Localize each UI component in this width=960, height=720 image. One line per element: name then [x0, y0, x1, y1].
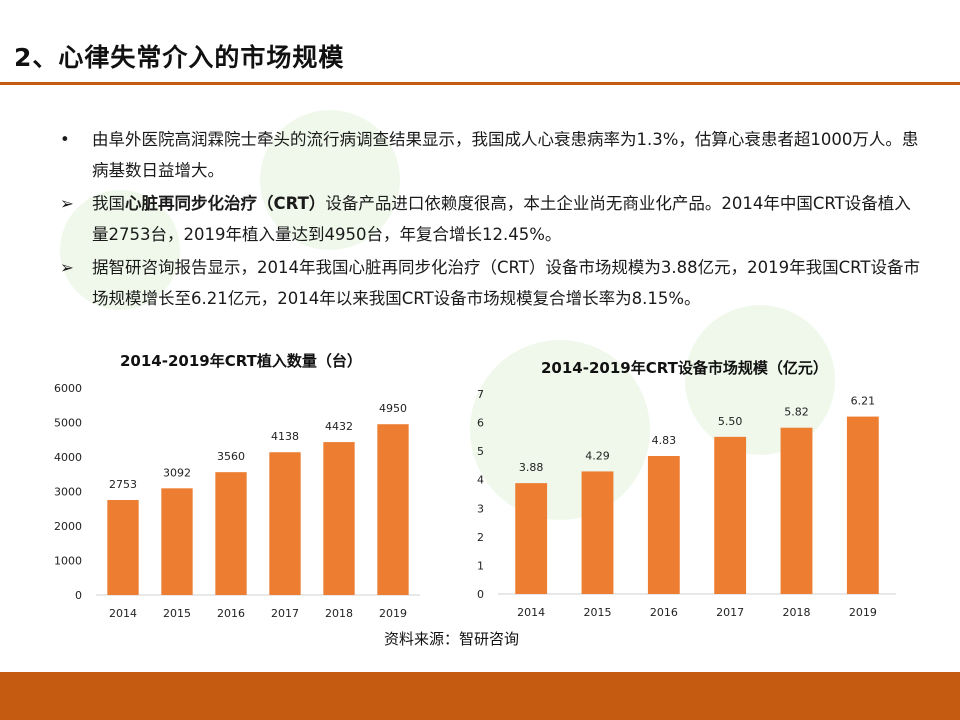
data-label: 5.50	[718, 415, 743, 428]
bullet-text: 心脏再同步化治疗（CRT）	[125, 194, 326, 213]
y-tick-label: 4	[477, 474, 484, 487]
x-tick-label: 2014	[109, 607, 137, 620]
x-tick-label: 2016	[217, 607, 245, 620]
x-tick-label: 2019	[379, 607, 407, 620]
bullet-item: • 由阜外医院高润霖院士牵头的流行病调查结果显示，我国成人心衰患病率为1.3%，估…	[60, 124, 920, 186]
bar-2018	[780, 427, 813, 594]
y-tick-label: 0	[75, 589, 82, 602]
bullet-marker-icon: •	[60, 130, 70, 149]
data-label: 4432	[325, 420, 353, 433]
bar-2014	[107, 500, 139, 595]
y-tick-label: 4000	[54, 451, 82, 464]
bullet-text: 我国	[92, 194, 125, 213]
bar-2015	[581, 471, 614, 594]
bar-2016	[647, 456, 680, 594]
y-tick-label: 3	[477, 502, 484, 515]
page-title: 2、心律失常介入的市场规模	[14, 43, 345, 72]
bar-2017	[269, 452, 301, 595]
bullet-item: ➢ 据智研咨询报告显示，2014年我国心脏再同步化治疗（CRT）设备市场规模为3.…	[60, 252, 920, 314]
bullet-marker-icon: ➢	[60, 258, 74, 277]
bar-2015	[161, 488, 193, 595]
data-label: 3092	[163, 466, 191, 479]
x-tick-label: 2015	[163, 607, 191, 620]
footer-bar	[0, 672, 960, 720]
x-tick-label: 2018	[325, 607, 353, 620]
bullet-marker-icon: ➢	[60, 194, 74, 213]
x-tick-label: 2019	[849, 606, 877, 619]
x-tick-label: 2018	[783, 606, 811, 619]
chart-market-size: 0 1 2 3 4 5 6 7 3.88 2014 4.29 2015 4.83 2016 5.50 2017…	[477, 388, 896, 619]
x-tick-label: 2017	[716, 606, 744, 619]
data-label: 5.82	[784, 406, 809, 419]
data-label: 6.21	[851, 395, 876, 408]
y-tick-label: 6000	[54, 382, 82, 395]
data-label: 3560	[217, 450, 245, 463]
bar-2019	[377, 424, 409, 595]
x-tick-label: 2016	[650, 606, 678, 619]
y-tick-label: 3000	[54, 486, 82, 499]
y-tick-label: 5	[477, 445, 484, 458]
y-tick-label: 0	[477, 588, 484, 601]
y-tick-label: 1000	[54, 555, 82, 568]
bullet-list: • 由阜外医院高润霖院士牵头的流行病调查结果显示，我国成人心衰患病率为1.3%，估…	[60, 124, 920, 316]
chart-implant-volume: 0 1000 2000 3000 4000 5000 6000 2753 2014 3092 201…	[54, 382, 420, 620]
x-tick-label: 2017	[271, 607, 299, 620]
bar-2018	[323, 442, 355, 595]
bar-2016	[215, 472, 247, 595]
y-tick-label: 6	[477, 417, 484, 430]
y-tick-label: 1	[477, 559, 484, 572]
chart1-title: 2014-2019年CRT植入数量（台）	[120, 352, 362, 370]
y-tick-label: 2000	[54, 520, 82, 533]
chart2-title: 2014-2019年CRT设备市场规模（亿元）	[541, 359, 828, 377]
bullet-text: 由阜外医院高润霖院士牵头的流行病调查结果显示，我国成人心衰患病率为1.3%，估算…	[92, 130, 919, 180]
source-note: 资料来源：智研咨询	[384, 630, 520, 648]
data-label: 3.88	[519, 461, 544, 474]
data-label: 4.29	[585, 449, 610, 462]
data-label: 4138	[271, 430, 299, 443]
x-tick-label: 2015	[584, 606, 612, 619]
bar-2017	[714, 436, 747, 594]
bullet-text: 据智研咨询报告显示，2014年我国心脏再同步化治疗（CRT）设备市场规模为3.8…	[92, 258, 920, 308]
bullet-text: 设备产品进口依赖度很高，本土企业尚无商业化产品。2014年中国CRT设备植入量2…	[92, 194, 911, 244]
y-tick-label: 5000	[54, 417, 82, 430]
title-divider	[0, 82, 960, 85]
bar-2014	[515, 483, 548, 594]
data-label: 2753	[109, 478, 137, 491]
bar-2019	[846, 416, 879, 594]
y-tick-label: 7	[477, 388, 484, 401]
x-tick-label: 2014	[517, 606, 545, 619]
data-label: 4950	[379, 402, 407, 415]
bullet-item: ➢ 我国心脏再同步化治疗（CRT）设备产品进口依赖度很高，本土企业尚无商业化产品。…	[60, 188, 920, 250]
y-tick-label: 2	[477, 531, 484, 544]
data-label: 4.83	[652, 434, 677, 447]
